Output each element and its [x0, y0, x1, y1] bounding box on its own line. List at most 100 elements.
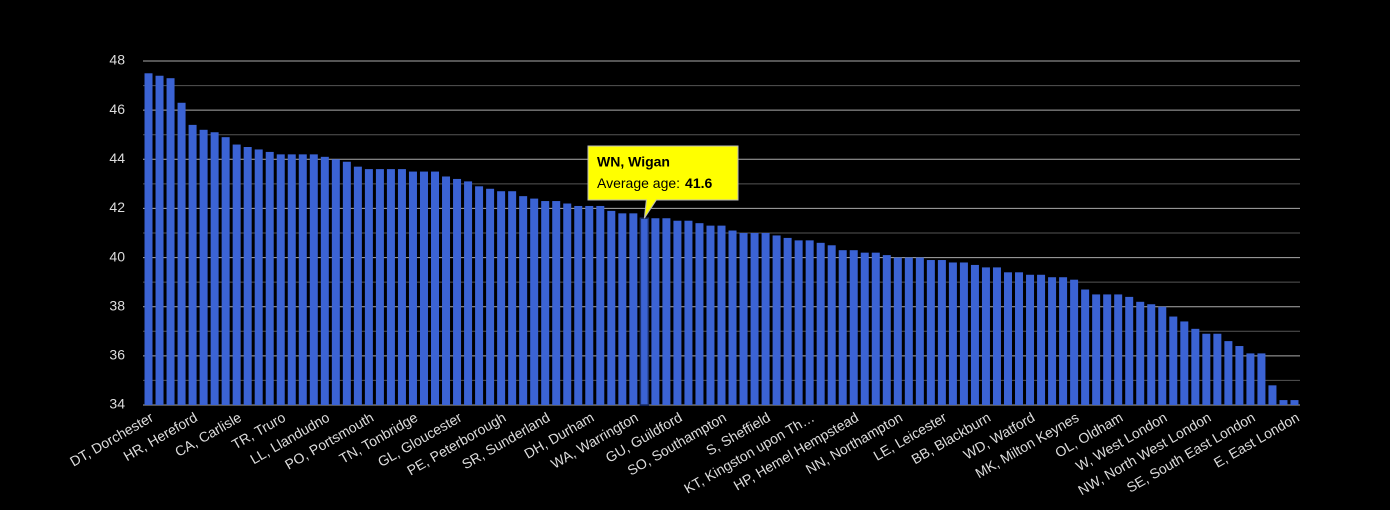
bar: [651, 218, 660, 405]
bar: [607, 210, 616, 405]
bar: [1158, 306, 1167, 405]
bar: [331, 159, 340, 405]
bar: [1191, 328, 1200, 405]
bar: [728, 230, 737, 405]
y-tick-label: 36: [109, 347, 125, 363]
bar: [1092, 294, 1101, 405]
bar: [1257, 353, 1266, 405]
bar: [166, 78, 175, 405]
bar: [309, 154, 318, 405]
bar: [431, 171, 440, 405]
bar: [849, 250, 858, 405]
bar: [926, 260, 935, 405]
bar: [673, 220, 682, 405]
bar: [596, 205, 605, 405]
bar: [695, 223, 704, 405]
bar: [1081, 289, 1090, 405]
tooltip-label: Average age: 41.6: [597, 175, 712, 191]
bar: [750, 233, 759, 405]
bar: [486, 188, 495, 405]
bar: [1213, 333, 1222, 405]
bar: [1224, 341, 1233, 405]
bar: [970, 264, 979, 405]
bar: [177, 102, 186, 406]
bar: [1290, 400, 1299, 405]
bar: [1037, 274, 1046, 405]
bar: [453, 178, 462, 405]
y-tick-label: 38: [109, 297, 125, 313]
bar: [948, 262, 957, 405]
bar: [816, 242, 825, 405]
bar: [639, 217, 650, 406]
y-tick-label: 40: [109, 248, 125, 264]
bar: [519, 196, 528, 405]
bar: [959, 262, 968, 405]
bar: [1147, 304, 1156, 405]
bar: [1202, 333, 1211, 405]
bar: [1048, 277, 1057, 405]
bar: [1026, 274, 1035, 405]
bar: [353, 166, 362, 405]
bar: [794, 240, 803, 405]
bar: [243, 147, 252, 405]
bar: [860, 252, 869, 405]
tooltip-box: [587, 145, 739, 219]
bar: [618, 213, 627, 405]
bar: [1114, 294, 1123, 405]
bar: [210, 132, 219, 405]
bar: [1059, 277, 1068, 405]
bar: [893, 257, 902, 405]
bar: [397, 169, 406, 405]
bar: [838, 250, 847, 405]
bar: [386, 169, 395, 405]
bar: [1279, 400, 1288, 405]
bar: [1015, 272, 1024, 405]
bar: [827, 245, 836, 405]
bar: [541, 201, 550, 405]
bar: [254, 149, 263, 405]
bar: [276, 154, 285, 405]
bar: [320, 156, 329, 405]
bar: [419, 171, 428, 405]
bar: [508, 191, 517, 405]
bar: [585, 205, 594, 405]
bar: [706, 225, 715, 405]
bar: [475, 186, 484, 405]
bar: [232, 144, 241, 406]
bar: [761, 233, 770, 405]
bar: [188, 124, 197, 405]
bar: [408, 171, 417, 405]
bar: [871, 252, 880, 405]
bar: [1136, 301, 1145, 405]
y-tick-label: 44: [109, 150, 125, 166]
bar: [464, 181, 473, 405]
tooltip-title: WN, Wigan: [597, 154, 670, 170]
bar: [144, 73, 153, 406]
bar: [739, 233, 748, 405]
bar: [342, 161, 351, 405]
bar: [530, 198, 539, 405]
bar: [442, 176, 451, 405]
bar: [497, 191, 506, 405]
bar: [552, 201, 561, 405]
bar: [1003, 272, 1012, 405]
tooltip: WN, Wigan Average age: 41.6: [587, 145, 739, 219]
bar: [783, 237, 792, 405]
bar: [1070, 279, 1079, 405]
bar: [992, 267, 1001, 405]
bar: [772, 235, 781, 405]
bar: [563, 203, 572, 405]
bar: [915, 257, 924, 405]
tooltip-value: 41.6: [685, 175, 712, 191]
y-tick-label: 46: [109, 101, 125, 117]
bar: [265, 151, 274, 405]
bar: [375, 169, 384, 405]
bar: [981, 267, 990, 405]
bar: [221, 137, 230, 405]
bar: [364, 169, 373, 405]
bar: [1246, 353, 1255, 405]
bar: [155, 75, 164, 405]
bar: [574, 205, 583, 405]
bar: [717, 225, 726, 405]
